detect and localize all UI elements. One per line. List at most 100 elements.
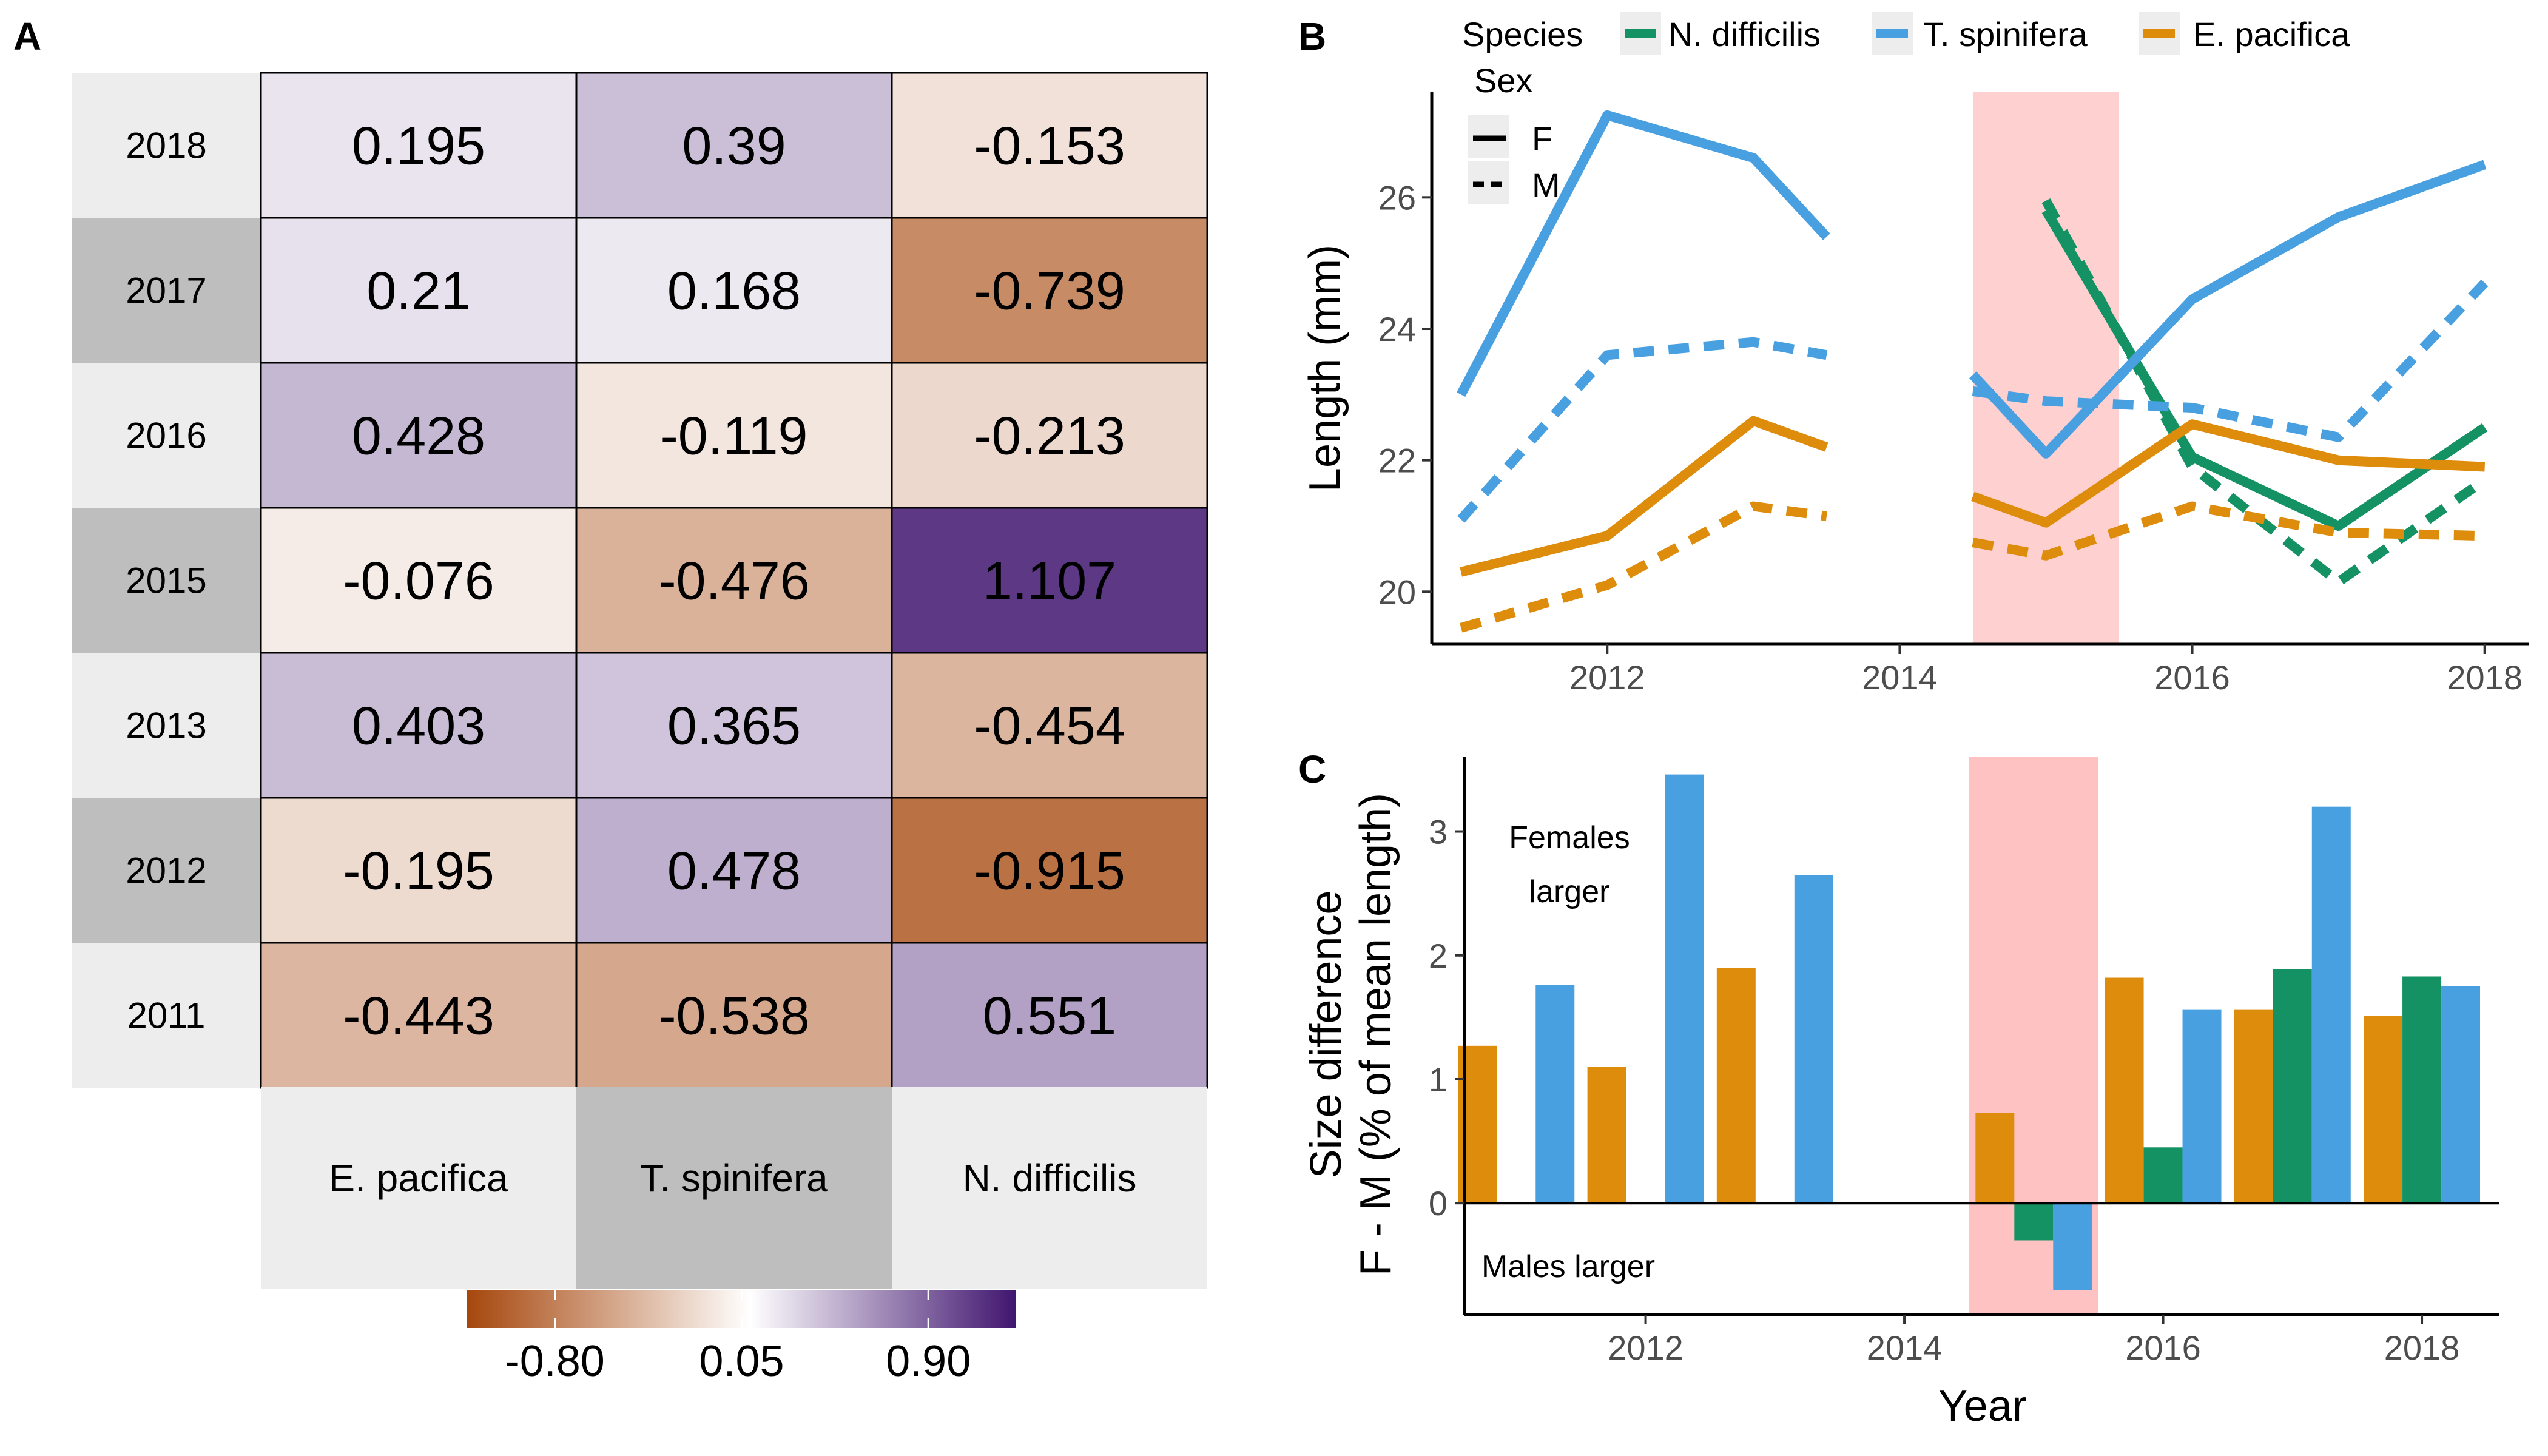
heatmap-cell (575, 217, 893, 364)
b-y-ticks: 20 22 24 26 (1378, 178, 1432, 611)
cell-value: -0.443 (343, 986, 494, 1046)
bar-tspinifera (1794, 875, 1833, 1204)
bar-ndifficilis (2402, 976, 2442, 1204)
row-label-bg (72, 363, 261, 508)
heatmap-cell (891, 507, 1208, 654)
bar-epacifica (2234, 1009, 2273, 1204)
column-label-bg (892, 1087, 1207, 1289)
bar-ndifficilis (2143, 1147, 2183, 1204)
bar-tspinifera (2182, 1009, 2222, 1204)
annotation-females-larger-2: larger (1529, 874, 1610, 909)
heatmap-cell (575, 652, 893, 799)
cell-value: 0.39 (682, 116, 786, 176)
heatmap-cell (891, 652, 1208, 799)
colorbar-label: 0.05 (699, 1337, 784, 1386)
heatmap-cell (575, 362, 893, 509)
row-label: 2011 (127, 996, 205, 1036)
cell-value: 0.168 (667, 261, 801, 321)
y-tick-label: 2 (1429, 937, 1448, 975)
legend-label: M (1532, 166, 1560, 204)
x-tick-label: 2018 (2447, 658, 2523, 696)
x-tick-label: 2016 (2125, 1329, 2201, 1367)
annotation-males-larger: Males larger (1481, 1249, 1655, 1284)
row-label: 2012 (126, 851, 206, 891)
colorbar-label: 0.90 (886, 1337, 971, 1386)
legend-sex-title: Sex (1474, 61, 1533, 99)
highlight-band-b (1972, 92, 2120, 644)
row-label-bg (72, 798, 261, 943)
cell-value: 0.365 (667, 696, 801, 756)
row-label-bg (72, 653, 261, 798)
cell-value: 0.478 (667, 841, 801, 901)
column-label: T. spinifera (640, 1156, 828, 1200)
row-label-bg (72, 218, 261, 363)
x-tick-label: 2014 (1867, 1329, 1943, 1367)
series-line-tspinifera-m (1972, 279, 2489, 442)
bar-epacifica (1716, 968, 1756, 1204)
bar-ndifficilis (2014, 1203, 2054, 1241)
legend-species-title: Species (1462, 15, 1583, 53)
heatmap-cell (891, 362, 1208, 509)
cell-value: 0.428 (352, 406, 485, 466)
bar-tspinifera (2053, 1203, 2092, 1290)
line-series (1457, 110, 2489, 633)
cell-value: -0.739 (974, 261, 1125, 321)
bar-tspinifera (1665, 774, 1704, 1204)
cell-value: 0.551 (983, 986, 1116, 1046)
cell-value: -0.195 (343, 841, 494, 901)
c-y-axis-title-line2: F - M (% of mean length) (1352, 793, 1400, 1276)
cell-value: -0.476 (658, 551, 810, 611)
cell-value: 1.107 (983, 551, 1116, 611)
x-tick-label: 2012 (1569, 658, 1645, 696)
row-label: 2016 (126, 416, 206, 456)
heatmap-cell (260, 217, 578, 364)
y-tick-label: 3 (1429, 813, 1448, 851)
row-label: 2015 (126, 561, 206, 601)
legend-label: E. pacifica (2193, 15, 2350, 53)
bar-tspinifera (1535, 985, 1575, 1204)
bar-epacifica (1587, 1067, 1626, 1204)
b-x-ticks: 2012 2014 2016 2018 (1569, 644, 2523, 696)
c-y-axis-title-line1: Size difference (1302, 891, 1350, 1179)
c-y-ticks: 0 1 2 3 (1429, 813, 1464, 1222)
series-line-tspinifera-f (1969, 160, 2487, 459)
panel-b-label: B (1298, 15, 1326, 58)
x-tick-label: 2018 (2384, 1329, 2460, 1367)
y-tick-label: 26 (1378, 178, 1416, 217)
cell-value: -0.153 (974, 116, 1125, 176)
panel-a-heatmap: A 0.195 0.39 -0.153 0.21 0.168 -0.739 0.428 -0.… (13, 15, 1208, 1386)
row-label-bg (72, 508, 261, 653)
legend-label: F (1532, 120, 1552, 158)
colorbar-labels: -0.80 0.05 0.90 (505, 1290, 971, 1386)
column-label-bg (261, 1087, 576, 1289)
heatmap-cell (260, 797, 578, 944)
series-line-ndifficilis-m (2041, 198, 2488, 587)
bar-series (1458, 774, 2481, 1290)
series-line-tspinifera-f (1457, 110, 1830, 397)
panel-c-label: C (1298, 747, 1326, 791)
y-tick-label: 20 (1378, 573, 1416, 611)
c-x-ticks: 2012 2014 2016 2018 (1608, 1315, 2459, 1367)
cell-value: -0.076 (343, 551, 494, 611)
row-label: 2013 (126, 706, 206, 746)
cell-value: -0.915 (974, 841, 1125, 901)
cell-value: 0.403 (352, 696, 485, 756)
bar-tspinifera (2441, 986, 2481, 1204)
y-tick-label: 22 (1378, 442, 1416, 480)
x-tick-label: 2014 (1862, 658, 1938, 696)
y-tick-label: 24 (1378, 310, 1416, 348)
heatmap-cell (891, 797, 1208, 944)
cell-value: -0.213 (974, 406, 1125, 466)
cell-value: 0.195 (352, 116, 485, 176)
heatmap-cell (260, 507, 578, 654)
colorbar-label: -0.80 (505, 1337, 605, 1386)
row-label-backgrounds (72, 73, 261, 1088)
row-labels: 2018 2017 2016 2015 2013 2012 2011 (126, 126, 206, 1036)
legend: Species N. difficilis T. spinifera E. pacif… (1462, 12, 2350, 204)
cell-value: -0.119 (661, 406, 808, 466)
column-label: E. pacifica (329, 1156, 508, 1200)
c-x-axis-title: Year (1938, 1382, 2026, 1431)
series-line-epacifica-m (1972, 501, 2485, 561)
y-tick-label: 0 (1429, 1184, 1448, 1222)
